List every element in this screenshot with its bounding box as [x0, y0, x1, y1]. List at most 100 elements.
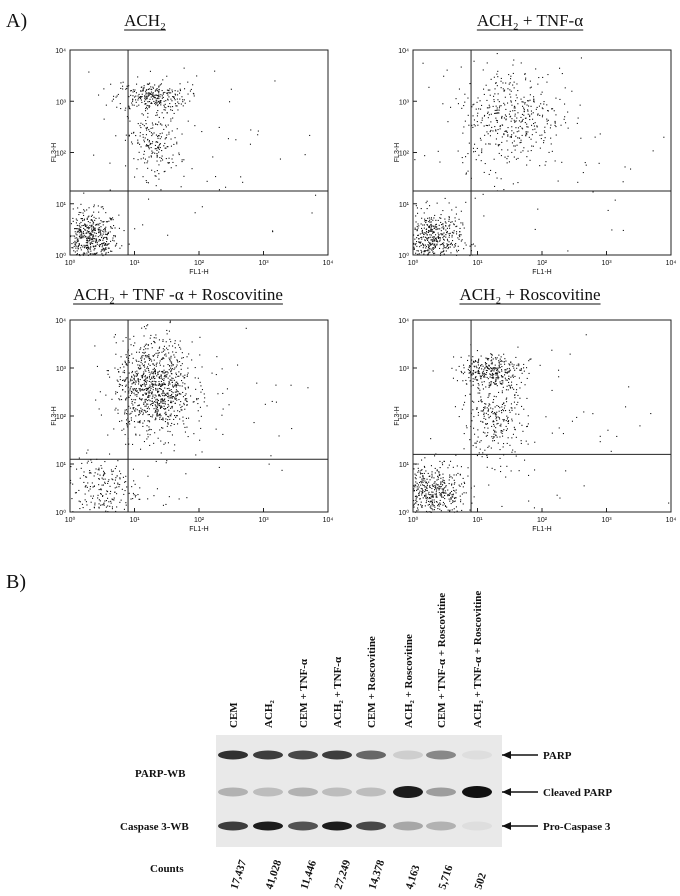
event-dot	[93, 223, 94, 224]
event-dot	[462, 494, 463, 495]
event-dot	[530, 358, 531, 359]
event-dot	[507, 132, 508, 133]
event-dot	[131, 417, 132, 418]
event-dot	[457, 511, 458, 512]
event-dot	[146, 128, 147, 129]
event-dot	[131, 344, 132, 345]
event-dot	[168, 378, 169, 379]
event-dot	[500, 466, 501, 467]
event-dot	[176, 398, 177, 399]
event-dot	[112, 228, 113, 229]
event-dot	[172, 385, 173, 386]
event-dot	[429, 252, 430, 253]
event-dot	[492, 402, 493, 403]
event-dot	[90, 235, 91, 236]
event-dot	[77, 240, 78, 241]
event-dot	[147, 498, 148, 499]
event-dot	[428, 473, 429, 474]
event-dot	[454, 491, 455, 492]
event-dot	[653, 150, 654, 151]
event-dot	[469, 370, 470, 371]
event-dot	[171, 402, 172, 403]
event-dot	[84, 235, 85, 236]
event-dot	[135, 96, 136, 97]
event-dot	[413, 243, 414, 244]
event-dot	[507, 103, 508, 104]
event-dot	[147, 377, 148, 378]
event-dot	[496, 110, 497, 111]
event-dot	[125, 140, 126, 141]
event-dot	[155, 383, 156, 384]
event-dot	[93, 496, 94, 497]
event-dot	[155, 418, 156, 419]
event-dot	[156, 135, 157, 136]
event-dot	[490, 371, 491, 372]
event-dot	[174, 411, 175, 412]
event-dot	[188, 94, 189, 95]
event-dot	[167, 333, 168, 334]
event-dot	[204, 393, 205, 394]
event-dot	[147, 408, 148, 409]
event-dot	[131, 393, 132, 394]
event-dot	[155, 404, 156, 405]
event-dot	[522, 150, 523, 151]
event-dot	[291, 385, 292, 386]
event-dot	[88, 255, 89, 256]
event-dot	[499, 106, 500, 107]
event-dot	[165, 375, 166, 376]
event-dot	[565, 87, 566, 88]
event-dot	[82, 220, 83, 221]
event-dot	[478, 401, 479, 402]
event-dot	[481, 399, 482, 400]
event-dot	[173, 396, 174, 397]
event-dot	[140, 91, 141, 92]
event-dot	[418, 484, 419, 485]
event-dot	[484, 450, 485, 451]
event-dot	[240, 176, 241, 177]
event-dot	[200, 382, 201, 383]
event-dot	[92, 237, 93, 238]
event-dot	[149, 395, 150, 396]
event-dot	[469, 83, 470, 84]
event-dot	[442, 227, 443, 228]
event-dot	[133, 158, 134, 159]
event-dot	[160, 133, 161, 134]
y-tick-label: 10³	[399, 366, 410, 373]
event-dot	[424, 219, 425, 220]
event-dot	[484, 135, 485, 136]
event-dot	[161, 381, 162, 382]
event-dot	[219, 127, 220, 128]
event-dot	[430, 237, 431, 238]
event-dot	[421, 250, 422, 251]
event-dot	[416, 497, 417, 498]
event-dot	[148, 105, 149, 106]
event-dot	[145, 352, 146, 353]
event-dot	[166, 137, 167, 138]
event-dot	[477, 441, 478, 442]
event-dot	[176, 386, 177, 387]
event-dot	[157, 372, 158, 373]
event-dot	[169, 381, 170, 382]
event-dot	[434, 228, 435, 229]
event-dot	[154, 432, 155, 433]
event-dot	[274, 80, 275, 81]
event-dot	[84, 471, 85, 472]
event-dot	[529, 116, 530, 117]
event-dot	[528, 444, 529, 445]
event-dot	[165, 104, 166, 105]
event-dot	[510, 377, 511, 378]
event-dot	[490, 95, 491, 96]
event-dot	[459, 231, 460, 232]
event-dot	[88, 217, 89, 218]
event-dot	[195, 367, 196, 368]
protein-band	[393, 786, 423, 798]
event-dot	[510, 111, 511, 112]
event-dot	[99, 499, 100, 500]
y-tick-label: 10⁰	[55, 509, 66, 517]
event-dot	[473, 445, 474, 446]
event-dot	[160, 84, 161, 85]
event-dot	[115, 511, 116, 512]
event-dot	[434, 502, 435, 503]
event-dot	[147, 117, 148, 118]
event-dot	[509, 114, 510, 115]
